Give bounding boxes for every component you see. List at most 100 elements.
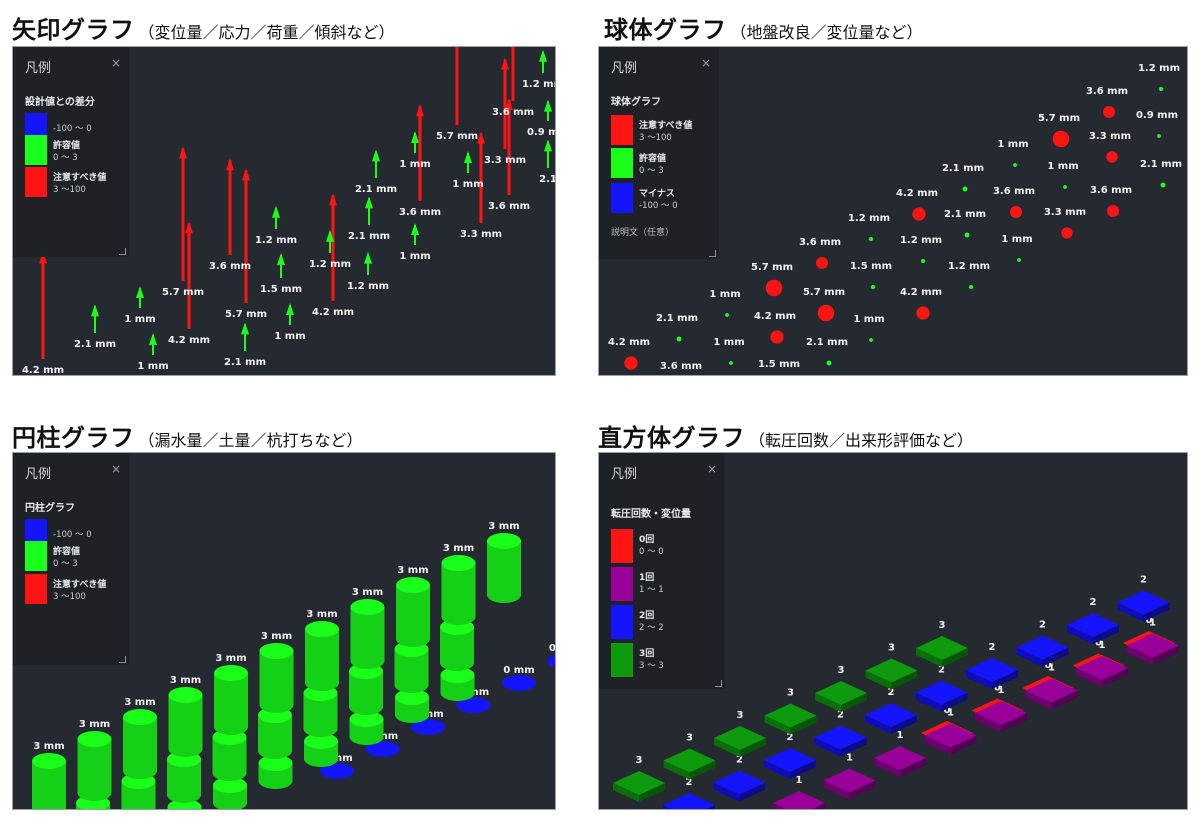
- cuboid-mark[interactable]: 2: [814, 710, 867, 757]
- sphere-legend-panel[interactable]: 凡例 × 球体グラフ 注意すべき値 3 ～100 許容値 0 ～ 3 マイナス …: [599, 47, 719, 259]
- cuboid-mark[interactable]: 1: [1076, 640, 1128, 687]
- arrow-graph-viewport[interactable]: 4.2 mm 2.1 mm 1 mm 1 mm 4.2 mm 5.7 mm 2.1 mm 5.…: [12, 46, 556, 376]
- cylinder-mark[interactable]: 3 mm: [487, 521, 521, 603]
- legend-close-icon[interactable]: ×: [110, 462, 121, 476]
- arrow-mark[interactable]: 4.2 mm: [312, 193, 354, 318]
- sphere-mark[interactable]: 1 mm: [709, 289, 741, 317]
- cylinder-mark[interactable]: 1 mm: [213, 765, 247, 809]
- cuboid-mark[interactable]: 3: [613, 755, 665, 802]
- cylinder-mark[interactable]: 0 mm: [502, 665, 536, 691]
- arrow-mark[interactable]: 4.2 mm: [168, 221, 210, 346]
- sphere-mark[interactable]: 5.7 mm: [1038, 113, 1080, 148]
- cylinder-mark[interactable]: 3 mm: [168, 675, 203, 757]
- arrow-mark[interactable]: 0.9 mm: [527, 99, 555, 138]
- sphere-mark[interactable]: 4.2 mm: [896, 188, 938, 221]
- sphere-graph-canvas[interactable]: 4.2 mm 3.6 mm 2.1 mm 1 mm 1.5 mm 1 mm 4.2 mm 2.…: [599, 47, 1187, 375]
- cylinder-mark[interactable]: 0 mm: [547, 643, 556, 669]
- cuboid-mark[interactable]: 2: [865, 687, 917, 734]
- legend-close-icon[interactable]: ×: [706, 462, 717, 476]
- cuboid-mark[interactable]: 1: [823, 753, 876, 800]
- cuboid-mark[interactable]: 1: [1126, 618, 1179, 665]
- cuboid-mark[interactable]: 2: [915, 665, 968, 712]
- arrow-mark[interactable]: 5.7 mm: [225, 168, 267, 320]
- sphere-mark[interactable]: 3.6 mm: [660, 361, 702, 375]
- cuboid-mark[interactable]: 1: [924, 708, 977, 755]
- cuboid-mark[interactable]: 3: [916, 620, 968, 667]
- cuboid-mark[interactable]: 1: [975, 685, 1027, 732]
- sphere-mark[interactable]: 1 mm: [1047, 161, 1079, 189]
- sphere-mark[interactable]: 3.6 mm: [799, 237, 841, 269]
- cylinder-mark[interactable]: 3 mm: [259, 631, 294, 713]
- arrow-mark[interactable]: 3.3 mm: [460, 131, 502, 240]
- legend-close-icon[interactable]: ×: [110, 56, 121, 70]
- arrow-mark[interactable]: 1.2 mm: [347, 251, 389, 292]
- arrow-mark[interactable]: 1.5 mm: [260, 253, 302, 295]
- cylinder-mark[interactable]: 3 mm: [441, 543, 476, 625]
- sphere-mark[interactable]: 2.1 mm: [944, 209, 986, 238]
- sphere-mark[interactable]: 1 mm: [713, 337, 745, 365]
- arrow-mark[interactable]: 5.7 mm: [436, 47, 478, 142]
- cuboid-mark[interactable]: 2: [1117, 575, 1170, 622]
- sphere-mark[interactable]: 2.1 mm: [1140, 159, 1182, 188]
- arrow-mark[interactable]: 1.2 mm: [309, 229, 351, 270]
- arrow-mark[interactable]: 1 mm: [137, 333, 169, 372]
- arrow-mark[interactable]: 2.1 mm: [74, 304, 116, 350]
- arrow-legend-panel[interactable]: 凡例 × 設計値との差分 -100 ～ 0 許容値 0 ～ 3 注意すべき値 3…: [13, 47, 129, 257]
- arrow-mark[interactable]: 1.2 mm: [255, 205, 297, 246]
- cuboid-mark[interactable]: 3: [714, 710, 766, 757]
- sphere-mark[interactable]: 3.6 mm: [1090, 185, 1132, 217]
- cylinder-mark[interactable]: 3 mm: [77, 719, 112, 801]
- sphere-mark[interactable]: 1.2 mm: [948, 261, 990, 289]
- cuboid-mark[interactable]: 2: [713, 755, 766, 802]
- sphere-mark[interactable]: 1 mm: [853, 314, 885, 342]
- arrow-mark[interactable]: 5.7 mm: [162, 146, 204, 298]
- arrow-graph-canvas[interactable]: 4.2 mm 2.1 mm 1 mm 1 mm 4.2 mm 5.7 mm 2.1 mm 5.…: [13, 47, 555, 375]
- cuboid-mark[interactable]: 1: [1025, 663, 1078, 710]
- cylinder-mark[interactable]: 3 mm: [350, 587, 385, 669]
- cuboid-mark[interactable]: 2: [966, 642, 1018, 689]
- arrow-mark[interactable]: 3.6 mm: [399, 104, 441, 218]
- sphere-mark[interactable]: 3.6 mm: [1086, 86, 1128, 118]
- sphere-mark[interactable]: 4.2 mm: [900, 287, 942, 320]
- arrow-mark[interactable]: 2.1 mm: [224, 322, 266, 368]
- sphere-mark[interactable]: 1.5 mm: [850, 261, 892, 290]
- legend-resize-handle[interactable]: [709, 250, 716, 257]
- arrow-mark[interactable]: 3.6 mm: [492, 47, 534, 118]
- arrow-mark[interactable]: 1 mm: [452, 151, 484, 190]
- sphere-mark[interactable]: 3.3 mm: [1044, 207, 1086, 239]
- arrow-mark[interactable]: 2.1 mm: [348, 196, 390, 242]
- sphere-mark[interactable]: 4.2 mm: [608, 337, 650, 370]
- cylinder-mark[interactable]: 1 mm: [349, 699, 384, 745]
- sphere-mark[interactable]: 1 mm: [997, 139, 1029, 167]
- arrow-mark[interactable]: 4.2 mm: [22, 251, 64, 375]
- sphere-mark[interactable]: 1.5 mm: [758, 359, 800, 375]
- cylinder-mark[interactable]: 3 mm: [32, 741, 66, 809]
- arrow-mark[interactable]: 1 mm: [274, 303, 306, 342]
- arrow-mark[interactable]: 3.3 mm: [484, 57, 526, 166]
- arrow-mark[interactable]: 1 mm: [124, 286, 156, 325]
- sphere-mark[interactable]: 2.1 mm: [806, 337, 848, 366]
- legend-resize-handle[interactable]: [119, 656, 126, 663]
- cylinder-mark[interactable]: 3 mm: [396, 565, 430, 647]
- sphere-mark[interactable]: 0.9 mm: [1136, 110, 1178, 138]
- sphere-graph-viewport[interactable]: 4.2 mm 3.6 mm 2.1 mm 1 mm 1.5 mm 1 mm 4.2 mm 2.…: [598, 46, 1188, 376]
- cylinder-mark[interactable]: 3 mm: [123, 697, 157, 779]
- legend-resize-handle[interactable]: [119, 248, 126, 255]
- sphere-mark[interactable]: 1.2 mm: [848, 213, 890, 241]
- arrow-mark[interactable]: 1.2 mm: [522, 49, 555, 90]
- cylinder-mark[interactable]: 1 mm: [258, 743, 293, 789]
- arrow-mark[interactable]: 2.1: [539, 139, 555, 185]
- arrow-mark[interactable]: 2.1 mm: [355, 149, 397, 195]
- cuboid-mark[interactable]: 3: [865, 643, 918, 690]
- cuboid-mark[interactable]: 3: [764, 688, 817, 735]
- legend-resize-handle[interactable]: [715, 680, 722, 687]
- legend-close-icon[interactable]: ×: [700, 56, 711, 70]
- cuboid-mark[interactable]: 1: [773, 775, 825, 809]
- cuboid-legend-panel[interactable]: 凡例 × 転圧回数・変位量 0回 0 ～ 0 1回 1 ～ 1 2回 2 ～ 2…: [599, 453, 725, 689]
- cuboid-mark[interactable]: 2: [1016, 620, 1069, 667]
- cuboid-mark[interactable]: 2: [663, 777, 715, 809]
- sphere-mark[interactable]: 2.1 mm: [942, 163, 984, 192]
- cuboid-mark[interactable]: 3: [663, 733, 716, 780]
